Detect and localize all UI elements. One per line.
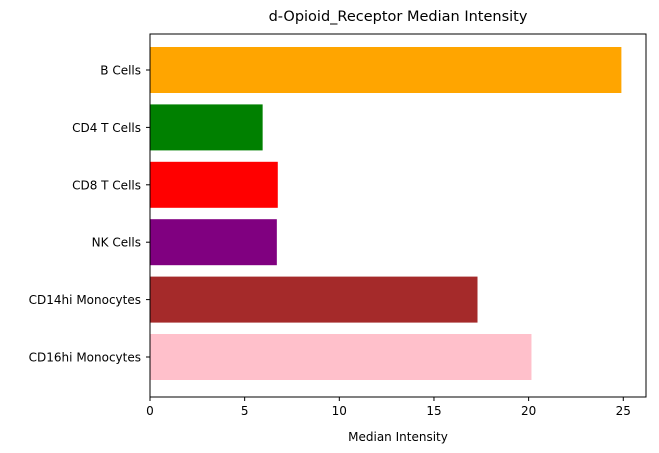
x-tick-label-25: 25: [616, 404, 631, 418]
x-tick-label-10: 10: [332, 404, 347, 418]
plot-frame: [149, 33, 647, 398]
y-tick-label-cd16hi-monocytes: CD16hi Monocytes: [29, 351, 141, 365]
y-tick-label-nk-cells: NK Cells: [92, 236, 141, 250]
bar-cd16hi-monocytes: [150, 334, 532, 380]
x-axis-label: Median Intensity: [348, 430, 448, 444]
bar-cd8-t-cells: [150, 161, 278, 208]
y-tick-label-cd14hi-monocytes: CD14hi Monocytes: [29, 293, 141, 307]
y-tick-label-b-cells: B Cells: [100, 64, 141, 78]
y-tick-label-cd8-t-cells: CD8 T Cells: [72, 178, 141, 192]
y-tick-label-cd4-t-cells: CD4 T Cells: [72, 121, 141, 135]
x-tick-label-0: 0: [146, 404, 154, 418]
bars-group: [150, 47, 622, 380]
bar-nk-cells: [150, 219, 277, 266]
x-tick-label-15: 15: [426, 404, 441, 418]
x-tick-label-5: 5: [241, 404, 249, 418]
bar-cd14hi-monocytes: [150, 276, 478, 323]
chart-title: d-Opioid_Receptor Median Intensity: [269, 9, 528, 25]
x-axis-ticks: 0 5 10 15 20 25: [146, 397, 631, 418]
bar-b-cells: [150, 47, 622, 93]
bar-cd4-t-cells: [150, 104, 263, 151]
x-tick-label-20: 20: [521, 404, 536, 418]
y-axis-ticks: B Cells CD4 T Cells CD8 T Cells NK Cells CD1…: [29, 64, 150, 365]
